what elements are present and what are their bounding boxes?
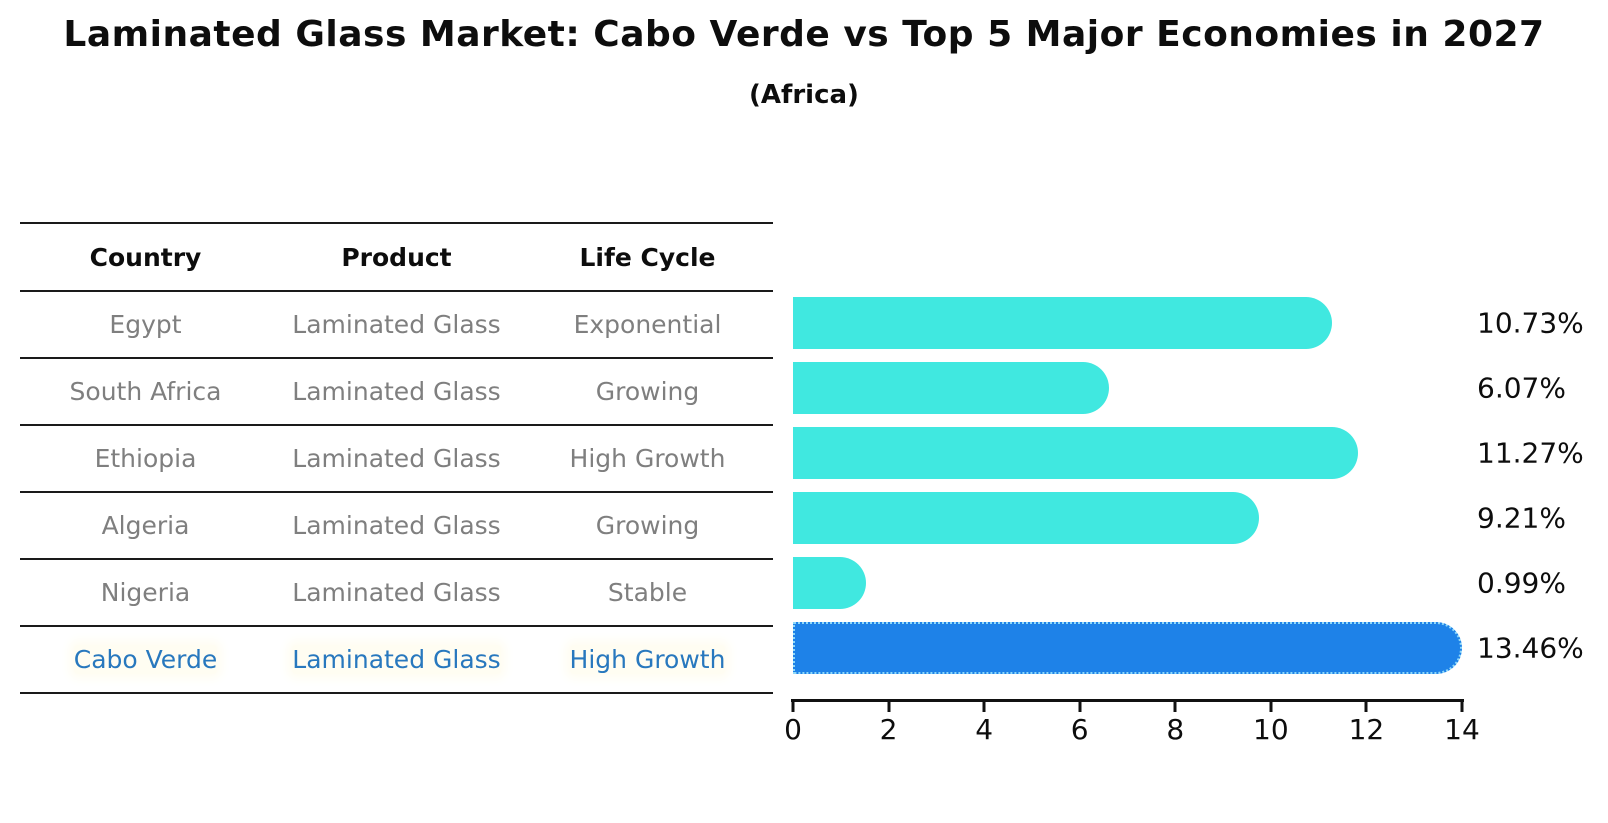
product-cell: Laminated Glass: [292, 578, 501, 607]
country-cell: Egypt: [109, 310, 182, 339]
product-cell: Laminated Glass: [292, 377, 501, 406]
country-cell: South Africa: [69, 377, 222, 406]
tick-label: 8: [1166, 713, 1185, 746]
table-row-egypt: Egypt Laminated Glass Exponential: [20, 292, 773, 359]
tick-label: 10: [1253, 713, 1289, 746]
table-row-algeria: Algeria Laminated Glass Growing: [20, 493, 773, 560]
tick-label: 6: [1070, 713, 1089, 746]
tick-mark: [1460, 702, 1464, 712]
life-cycle-cell: Growing: [595, 511, 700, 540]
table-row-cabo-verde: Cabo Verde Laminated Glass High Growth: [20, 627, 773, 694]
column-header-country: Country: [89, 242, 202, 272]
bar-row-cabo-verde: 13.46%: [793, 615, 1584, 680]
column-header-life-cycle: Life Cycle: [579, 242, 716, 272]
bar-value-label: 10.73%: [1477, 306, 1584, 339]
bar-row-nigeria: 0.99%: [793, 550, 1566, 615]
bar-value-label: 13.46%: [1477, 631, 1584, 664]
product-cell: Laminated Glass: [292, 444, 501, 473]
country-cell: Nigeria: [100, 578, 191, 607]
tick-mark: [887, 702, 891, 712]
bar-row-egypt: 10.73%: [793, 290, 1584, 355]
table-row-nigeria: Nigeria Laminated Glass Stable: [20, 560, 773, 627]
country-cell: Algeria: [101, 511, 190, 540]
table-header-row: Country Product Life Cycle: [20, 224, 773, 292]
bar-value-label: 11.27%: [1477, 436, 1584, 469]
country-cell: Cabo Verde: [20, 627, 271, 692]
highlight-country-label: Cabo Verde: [73, 645, 218, 674]
life-cycle-cell: High Growth: [522, 627, 773, 692]
page-subtitle: (Africa): [749, 80, 859, 110]
bar-value-label: 0.99%: [1477, 566, 1566, 599]
product-cell: Laminated Glass: [292, 511, 501, 540]
column-header-product: Product: [341, 242, 452, 272]
page-title: Laminated Glass Market: Cabo Verde vs To…: [63, 14, 1545, 55]
life-cycle-cell: Exponential: [573, 310, 722, 339]
x-axis: 0 2 4 6 8 10 12 14: [784, 699, 1480, 759]
country-cell: Ethiopia: [94, 444, 197, 473]
tick-label: 4: [975, 713, 994, 746]
bar-nigeria: [793, 556, 867, 609]
bar-chart: 10.73% 6.07% 11.27% 9.21% 0.99% 13.46%: [793, 290, 1584, 680]
tick-label: 12: [1348, 713, 1385, 746]
bar-ethiopia: [793, 426, 1358, 479]
tick-label: 0: [784, 713, 802, 746]
bar-row-algeria: 9.21%: [793, 485, 1566, 550]
bar-south-africa: [793, 361, 1110, 414]
tick-mark: [1173, 702, 1177, 712]
table-row-ethiopia: Ethiopia Laminated Glass High Growth: [20, 426, 773, 493]
tick-mark: [1078, 702, 1082, 712]
product-cell: Laminated Glass: [292, 310, 501, 339]
bar-egypt: [793, 296, 1332, 349]
bar-value-label: 6.07%: [1477, 371, 1566, 404]
tick-label: 14: [1444, 713, 1480, 746]
tick-mark: [1364, 702, 1368, 712]
tick-mark: [982, 702, 986, 712]
bar-value-label: 9.21%: [1477, 501, 1566, 534]
bar-algeria: [793, 491, 1260, 544]
bar-row-south-africa: 6.07%: [793, 355, 1566, 420]
product-cell: Laminated Glass: [271, 627, 522, 692]
bar-row-ethiopia: 11.27%: [793, 420, 1584, 485]
table-row-south-africa: South Africa Laminated Glass Growing: [20, 359, 773, 426]
highlight-life-cycle-label: High Growth: [569, 645, 726, 674]
x-axis-line: [791, 699, 1464, 702]
life-cycle-cell: High Growth: [569, 444, 726, 473]
tick-mark: [1269, 702, 1273, 712]
life-cycle-cell: Stable: [607, 578, 688, 607]
highlight-product-label: Laminated Glass: [292, 645, 501, 674]
country-table: Country Product Life Cycle Egypt Laminat…: [20, 222, 773, 694]
tick-label: 2: [879, 713, 898, 746]
life-cycle-cell: Growing: [595, 377, 700, 406]
bar-cabo-verde-highlighted: [793, 621, 1462, 674]
tick-mark: [791, 702, 795, 712]
